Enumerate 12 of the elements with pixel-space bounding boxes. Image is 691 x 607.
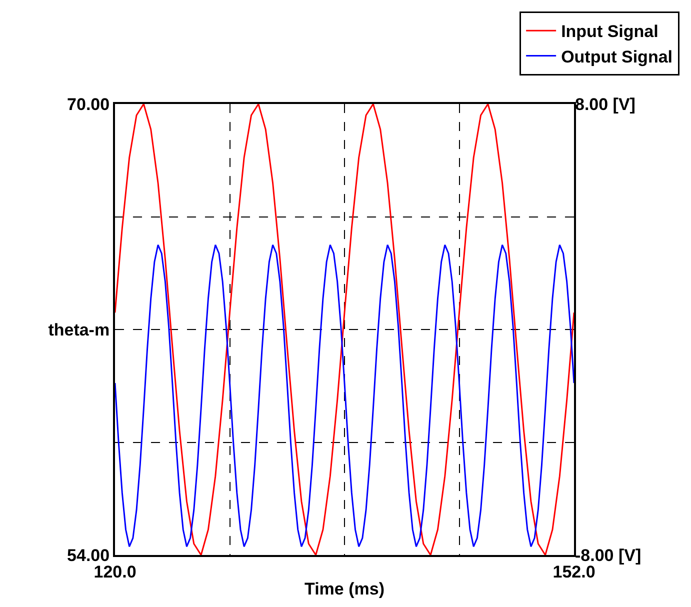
y-tick-label: theta-m (48, 320, 110, 340)
legend-label: Input Signal (561, 22, 658, 42)
y2-tick-label: 8.00 [V] (575, 94, 636, 114)
y-tick-label: 54.00 (67, 546, 110, 565)
x-axis-title: Time (ms) (304, 579, 384, 598)
legend-label: Output Signal (561, 47, 673, 66)
x-tick-label: 120.0 (94, 562, 136, 582)
line-series (115, 244, 574, 548)
x-tick-label: 152.0 (552, 562, 596, 582)
y-tick-label: 70.00 (67, 94, 110, 114)
y2-tick-label: -8.00 [V] (575, 546, 642, 565)
line-series (115, 104, 574, 555)
